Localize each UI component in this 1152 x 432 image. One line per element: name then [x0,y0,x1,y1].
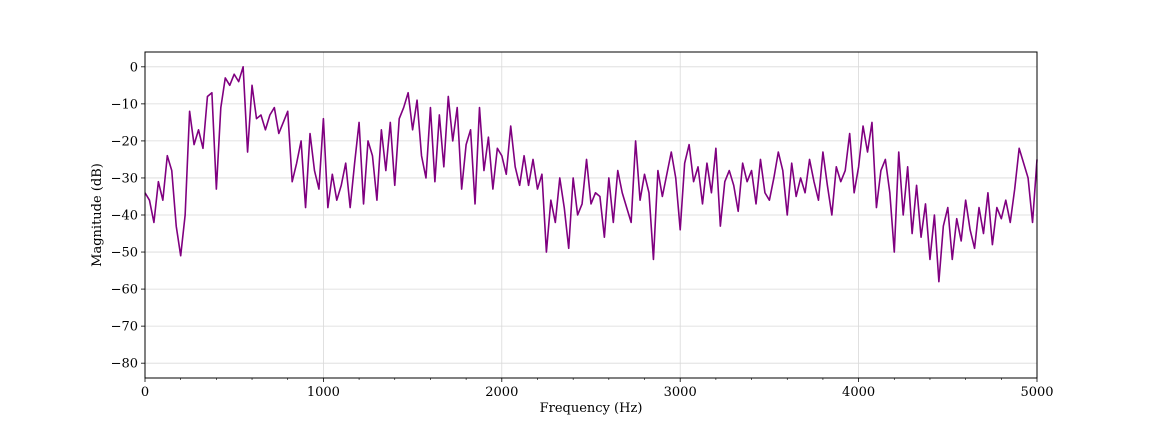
x-tick-label: 3000 [664,385,697,400]
x-tick-label: 2000 [485,385,518,400]
y-tick-label: −80 [111,357,138,372]
y-axis-title: Magnitude (dB) [90,163,105,267]
axis-ticks: 0 1000 2000 3000 4000 5000 0 −10 −20 −30 −40 −50 −60… [111,60,1054,400]
y-tick-label: −60 [111,283,138,298]
y-tick-label: −30 [111,171,138,186]
x-tick-label: 1000 [307,385,340,400]
y-tick-label: 0 [130,60,138,75]
x-tick-label: 5000 [1020,385,1053,400]
x-tick-label: 4000 [842,385,875,400]
magnitude-series-line [144,66,1038,283]
x-tick-label: 0 [141,385,149,400]
y-tick-label: −50 [111,246,138,261]
y-tick-label: −70 [111,320,138,335]
y-tick-label: −40 [111,209,138,224]
y-tick-label: −10 [111,97,138,112]
y-tick-label: −20 [111,134,138,149]
x-axis-title: Frequency (Hz) [540,401,643,416]
